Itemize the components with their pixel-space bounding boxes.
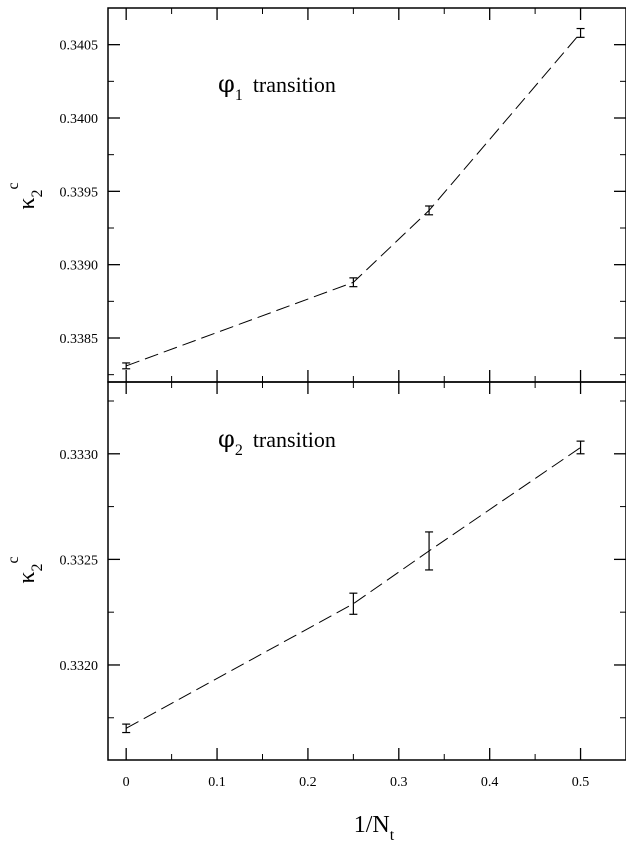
top-data-point — [576, 27, 585, 38]
bottom-data-point — [349, 592, 358, 615]
bottom-panel-frame — [107, 381, 626, 761]
top-panel-frame — [107, 7, 626, 383]
bottom-series-line — [125, 447, 581, 729]
bottom-y-label-superscript: c — [5, 556, 22, 563]
bottom-annotation-text: transition — [253, 427, 336, 452]
top-y-label-subscript: 2 — [29, 190, 46, 198]
bottom-series — [122, 440, 585, 734]
x-tick-label: 0.4 — [481, 775, 499, 790]
svg-text:κ2c: κ2c — [5, 182, 46, 209]
bottom-y-label-subscript: 2 — [29, 564, 46, 572]
top-y-tick-label: 0.3405 — [60, 39, 99, 54]
top-y-label-superscript: c — [5, 182, 22, 189]
top-annotation-subscript: 1 — [235, 87, 243, 104]
x-tick-label: 0 — [123, 775, 130, 790]
top-y-axis-label: κ2c — [5, 182, 46, 209]
x-tick-label: 0.3 — [390, 775, 408, 790]
bottom-y-tick-label: 0.3320 — [60, 659, 99, 674]
bottom-y-label-symbol: κ — [14, 572, 40, 584]
x-label-subscript: t — [390, 827, 395, 844]
top-data-point — [122, 362, 131, 370]
top-y-tick-label: 0.3400 — [60, 112, 99, 127]
x-tick-label: 0.1 — [208, 775, 226, 790]
top-annotation-text: transition — [253, 72, 336, 97]
bottom-y-tick-label: 0.3330 — [60, 448, 99, 463]
bottom-data-point — [122, 723, 131, 734]
top-data-point — [349, 277, 358, 288]
top-series-line — [126, 32, 581, 367]
top-y-tick-label: 0.3390 — [60, 259, 99, 274]
bottom-axis-ticks: 0.3320 0.3325 0.3330 0 0.1 0.2 0.3 0.4 0.5 — [60, 382, 626, 790]
bottom-annotation: φ2 transition — [218, 425, 336, 459]
top-annotation: φ1 transition — [218, 70, 336, 104]
top-data-point — [425, 205, 434, 216]
bottom-annotation-subscript: 2 — [235, 442, 243, 459]
bottom-annotation-symbol: φ — [218, 425, 235, 453]
top-axis-ticks: 0.3385 0.3390 0.3395 0.3400 0.3405 — [60, 7, 626, 382]
top-y-tick-label: 0.3385 — [60, 332, 99, 347]
top-y-label-symbol: κ — [14, 198, 40, 210]
bottom-y-axis-label: κ2c — [5, 556, 46, 583]
x-tick-label: 0.5 — [572, 775, 590, 790]
top-annotation-symbol: φ — [218, 70, 235, 98]
x-label-text: 1/N — [354, 812, 390, 838]
x-axis-label: 1/Nt — [354, 812, 395, 844]
bottom-data-point — [576, 440, 585, 455]
top-y-tick-label: 0.3395 — [60, 185, 99, 200]
bottom-y-tick-label: 0.3325 — [60, 553, 99, 568]
bottom-data-point — [425, 531, 434, 571]
top-series — [122, 27, 585, 370]
x-tick-label: 0.2 — [299, 775, 317, 790]
svg-text:κ2c: κ2c — [5, 556, 46, 583]
